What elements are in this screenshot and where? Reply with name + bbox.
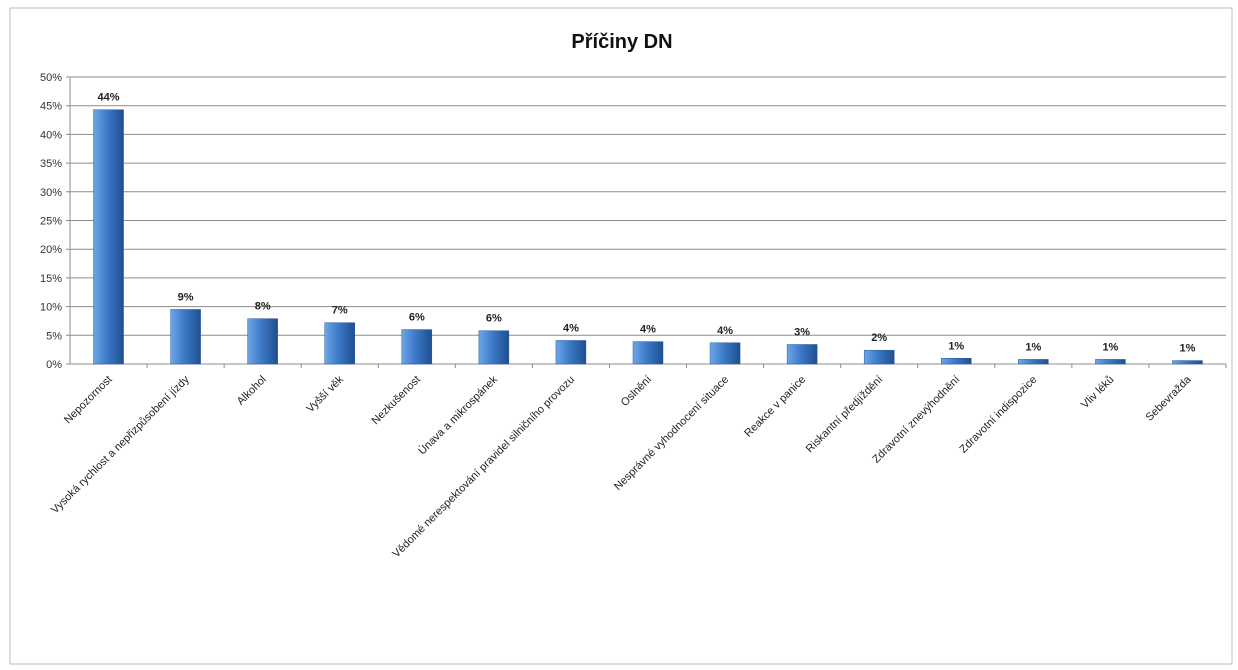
data-label: 3% (794, 326, 810, 338)
y-tick-label: 35% (40, 158, 62, 170)
bar (170, 309, 201, 365)
data-label: 8% (255, 301, 271, 313)
y-tick-label: 30% (40, 187, 62, 199)
data-label: 1% (948, 340, 964, 352)
category-label: Riskantní předjíždění (804, 374, 886, 456)
data-label: 9% (178, 291, 194, 303)
category-label: Nepozornost (62, 374, 115, 427)
chart-frame (9, 7, 1233, 665)
data-label: 7% (332, 305, 348, 317)
bar (863, 349, 895, 365)
data-label: 1% (1102, 341, 1118, 353)
bar (709, 342, 741, 365)
bar (941, 358, 972, 365)
y-tick-label: 15% (40, 273, 62, 285)
y-tick-label: 25% (40, 216, 62, 228)
data-label: 1% (1025, 341, 1041, 353)
category-label: Vysoká rychlost a nepřizpůsobení jízdy (49, 373, 192, 516)
chart-title: Příčiny DN (571, 31, 672, 53)
bar (1172, 360, 1203, 365)
y-tick-label: 40% (40, 129, 62, 141)
y-tick-label: 10% (40, 302, 62, 314)
bar (1095, 359, 1126, 365)
category-label: Zdravotní znevýhodnění (870, 374, 962, 466)
data-label: 1% (1180, 343, 1196, 355)
bar (632, 341, 664, 365)
data-label: 4% (717, 325, 733, 337)
data-label: 4% (563, 322, 579, 334)
bar (93, 109, 124, 365)
data-label: 4% (640, 324, 656, 336)
y-tick-label: 45% (40, 101, 62, 113)
bar (324, 322, 355, 365)
data-label: 2% (871, 332, 887, 344)
category-label: Reakce v panice (742, 374, 808, 440)
category-label: Alkohol (235, 374, 269, 408)
y-tick-label: 0% (46, 359, 62, 371)
bar (478, 330, 510, 365)
category-label: Vyšší věk (304, 373, 346, 415)
category-label: Sebevražda (1144, 373, 1195, 424)
category-label: Vědomé nerespektování pravidel silničníh… (390, 374, 577, 561)
category-label: Zdravotní indispozice (957, 374, 1039, 456)
category-label: Nezkušenost (369, 374, 422, 427)
category-label: Únava a mikrospánek (416, 373, 501, 458)
y-tick-label: 5% (46, 330, 62, 342)
y-tick-label: 50% (40, 72, 62, 84)
y-tick-label: 20% (40, 244, 62, 256)
bar (786, 344, 818, 365)
category-label: Vliv léků (1079, 374, 1116, 411)
bar (401, 329, 433, 365)
data-label: 6% (409, 312, 425, 324)
bar (247, 318, 278, 365)
bar (1018, 359, 1049, 365)
bar (555, 340, 587, 365)
data-label: 44% (98, 92, 120, 104)
data-label: 6% (486, 313, 502, 325)
category-label: Oslnění (619, 374, 654, 409)
